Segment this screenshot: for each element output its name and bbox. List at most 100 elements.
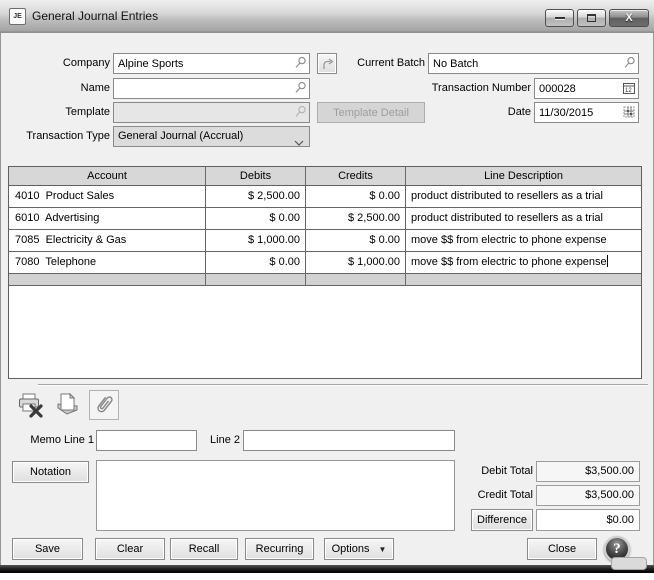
template-input[interactable] [113,102,310,123]
cell-debits[interactable]: $ 0.00 [206,252,306,273]
name-label: Name [80,82,110,94]
curved-arrow-icon [323,57,334,69]
journal-row[interactable]: 4010 Product Sales $ 2,500.00 $ 0.00 produc… [9,186,641,208]
transaction-number-label: Transaction Number [431,82,531,94]
maximize-icon [587,14,596,22]
memo-line2-input[interactable] [243,430,455,451]
journal-number-icon[interactable]: 12 [622,81,636,95]
cell-credits[interactable]: $ 1,000.00 [306,252,406,273]
empty-entry-row[interactable] [9,274,641,286]
empty-cell [406,274,641,285]
question-mark-icon: ? [613,540,621,557]
paperclip-icon [97,396,113,413]
cell-description[interactable]: product distributed to resellers as a tr… [411,190,603,202]
close-icon: X [625,12,633,24]
cell-description[interactable]: move $$ from electric to phone expense [411,234,607,246]
journal-row[interactable]: 6010 Advertising $ 0.00 $ 2,500.00 product … [9,208,641,230]
credit-total-label: Credit Total [477,489,533,501]
options-button[interactable]: Options ▼ [324,538,394,560]
options-button-label: Options [331,543,370,555]
notation-button[interactable]: Notation [12,461,89,483]
cell-description[interactable]: move $$ from electric to phone expense [411,255,608,268]
calendar-grid-icon[interactable] [622,105,636,119]
cell-credits[interactable]: $ 2,500.00 [306,208,406,229]
titlebar: JE General Journal Entries X [0,0,654,33]
close-button[interactable]: Close [527,538,597,560]
credit-total-value: $3,500.00 [536,485,640,506]
close-window-button[interactable]: X [609,9,649,27]
batch-arrow-button[interactable] [317,53,337,74]
notation-textarea[interactable] [96,460,455,531]
notation-button-label: Notation [30,466,71,478]
cell-description[interactable]: product distributed to resellers as a tr… [411,212,603,224]
recurring-button[interactable]: Recurring [245,538,314,560]
save-button-label: Save [34,543,61,555]
cell-debits[interactable]: $ 1,000.00 [206,230,306,251]
save-button[interactable]: Save [12,538,83,560]
current-batch-label: Current Batch [357,57,425,69]
transaction-number-field-wrap: 12 [534,78,639,99]
transaction-type-select[interactable]: General Journal (Accrual) [113,126,310,147]
text-caret [606,255,608,267]
close-button-label: Close [547,543,577,555]
maximize-button[interactable] [577,9,606,27]
date-field-wrap [534,102,639,123]
company-input[interactable] [113,53,310,74]
memo-line1-input[interactable] [96,430,197,451]
memo-line2-label: Line 2 [210,434,240,446]
divider-line [38,384,648,386]
journal-lines-table: Account Debits Credits Line Description … [8,166,642,379]
memo-line1-wrap [96,430,197,451]
search-icon[interactable] [622,56,636,70]
empty-cell [206,274,306,285]
copy-journal-button[interactable] [52,390,82,420]
attachment-button[interactable] [89,390,119,420]
clear-button[interactable]: Clear [95,538,165,560]
journal-entry-app-icon: JE [9,8,26,25]
empty-cell [9,274,206,285]
empty-cell [306,274,406,285]
journal-row[interactable]: 7085 Electricity & Gas $ 1,000.00 $ 0.00 mo… [9,230,641,252]
svg-text:12: 12 [625,88,632,94]
search-icon[interactable] [293,81,307,95]
name-input[interactable] [113,78,310,99]
search-icon[interactable] [293,56,307,70]
cell-credits[interactable]: $ 0.00 [306,186,406,207]
delete-print-button[interactable] [15,390,45,420]
minimize-button[interactable] [545,9,574,27]
minimize-icon [554,16,565,20]
template-detail-button[interactable]: Template Detail [317,102,425,123]
column-header-debits: Debits [206,167,306,185]
app-icon-label: JE [13,13,22,20]
template-label: Template [65,106,110,118]
transaction-number-input[interactable] [534,78,639,99]
recall-button-label: Recall [188,543,220,555]
difference-button[interactable]: Difference [471,509,533,531]
recall-button[interactable]: Recall [170,538,238,560]
cell-account[interactable]: 4010 Product Sales [9,186,206,207]
memo-line1-label: Memo Line 1 [30,434,94,446]
resize-grip[interactable] [611,557,647,570]
search-icon [293,105,307,119]
date-input[interactable] [534,102,639,123]
dropdown-arrow-icon: ▼ [378,544,387,554]
cell-debits[interactable]: $ 2,500.00 [206,186,306,207]
debit-total-value: $3,500.00 [536,461,640,482]
cell-account[interactable]: 7080 Telephone [9,252,206,273]
cell-credits[interactable]: $ 0.00 [306,230,406,251]
clear-button-label: Clear [116,543,144,555]
current-batch-input[interactable] [428,53,639,74]
difference-button-label: Difference [477,514,527,526]
cell-account[interactable]: 7085 Electricity & Gas [9,230,206,251]
column-header-line-description: Line Description [484,170,563,182]
template-detail-label: Template Detail [333,106,409,119]
column-header-account: Account [9,167,206,185]
cell-account[interactable]: 6010 Advertising [9,208,206,229]
copy-document-icon [57,392,78,415]
print-delete-icon [19,393,43,418]
column-header-credits: Credits [306,167,406,185]
cell-debits[interactable]: $ 0.00 [206,208,306,229]
table-body: 4010 Product Sales $ 2,500.00 $ 0.00 produc… [9,186,641,274]
journal-row[interactable]: 7080 Telephone $ 0.00 $ 1,000.00 move $$ fr… [9,252,641,274]
current-batch-field-wrap [428,53,639,74]
